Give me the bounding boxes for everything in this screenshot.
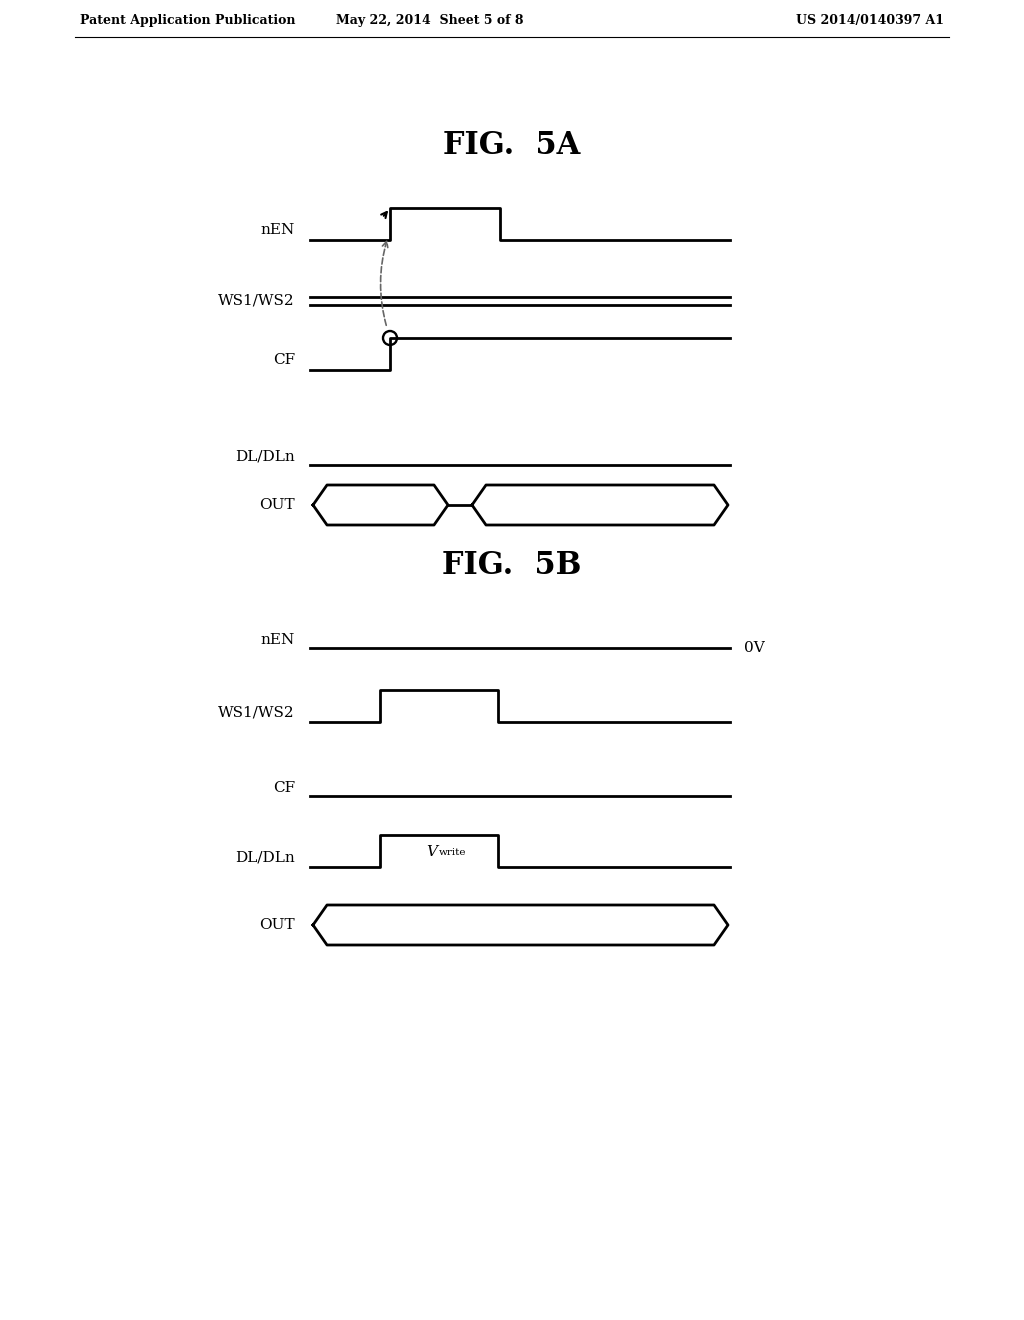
Text: nEN: nEN [261,223,295,238]
Text: 0V: 0V [744,642,765,655]
Text: US 2014/0140397 A1: US 2014/0140397 A1 [796,15,944,26]
Text: WS1/WS2: WS1/WS2 [218,294,295,308]
Text: WS1/WS2: WS1/WS2 [218,705,295,719]
Text: DL/DLn: DL/DLn [236,850,295,865]
Text: FIG.  5A: FIG. 5A [443,129,581,161]
Text: May 22, 2014  Sheet 5 of 8: May 22, 2014 Sheet 5 of 8 [336,15,523,26]
Text: V: V [426,845,437,859]
Text: FIG.  5B: FIG. 5B [442,549,582,581]
Text: nEN: nEN [261,634,295,647]
Text: OUT: OUT [259,917,295,932]
Text: OUT: OUT [259,498,295,512]
Text: CF: CF [272,781,295,795]
Text: write: write [439,847,467,857]
Text: CF: CF [272,354,295,367]
Text: Patent Application Publication: Patent Application Publication [80,15,296,26]
Text: DL/DLn: DL/DLn [236,450,295,465]
